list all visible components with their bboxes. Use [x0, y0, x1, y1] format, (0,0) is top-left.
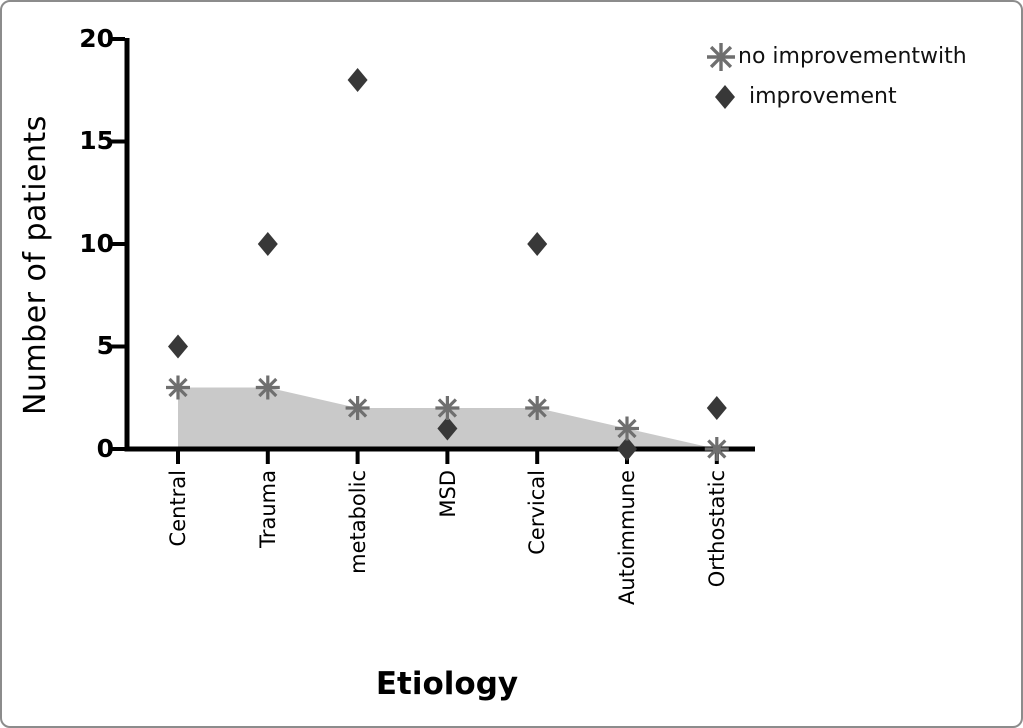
- x-category-label-cervical: Cervical: [525, 470, 549, 555]
- asterisk-marker-icon: [437, 398, 458, 418]
- asterisk-marker-icon: [709, 45, 733, 69]
- diamond-marker-icon: [715, 85, 735, 109]
- diamond-marker-icon: [347, 68, 368, 92]
- y-tick-label-5: 5: [96, 331, 114, 360]
- y-tick-label-10: 10: [79, 229, 114, 258]
- diamond-marker-icon: [527, 232, 548, 256]
- x-category-label-msd: MSD: [436, 470, 460, 518]
- y-tick-label-20: 20: [79, 24, 114, 53]
- x-category-label-orthostatic: Orthostatic: [705, 470, 729, 588]
- diamond-marker-icon: [617, 437, 637, 461]
- x-category-label-metabolic: metabolic: [346, 470, 370, 574]
- asterisk-marker-icon: [527, 398, 547, 418]
- diamond-marker-icon: [168, 334, 188, 359]
- diamond-marker-icon: [257, 232, 278, 256]
- x-category-label-trauma: Trauma: [256, 470, 280, 548]
- diamond-marker-icon: [437, 416, 458, 441]
- asterisk-marker-icon: [347, 398, 368, 418]
- legend-label-improvement: improvement: [749, 84, 897, 109]
- y-tick-label-15: 15: [79, 126, 114, 155]
- asterisk-marker-icon: [258, 377, 278, 398]
- x-category-label-central: Central: [166, 470, 190, 547]
- legend-label-no-improvement: no improvementwith: [738, 44, 967, 69]
- y-tick-label-0: 0: [96, 434, 114, 463]
- asterisk-marker-icon: [707, 439, 727, 459]
- x-category-label-autoimmune: Autoimmune: [615, 470, 639, 606]
- diamond-marker-icon: [706, 396, 727, 420]
- y-axis-title: Number of patients: [18, 115, 53, 415]
- asterisk-marker-icon: [617, 418, 637, 439]
- x-axis-title: Etiology: [375, 666, 519, 702]
- asterisk-marker-icon: [168, 377, 188, 398]
